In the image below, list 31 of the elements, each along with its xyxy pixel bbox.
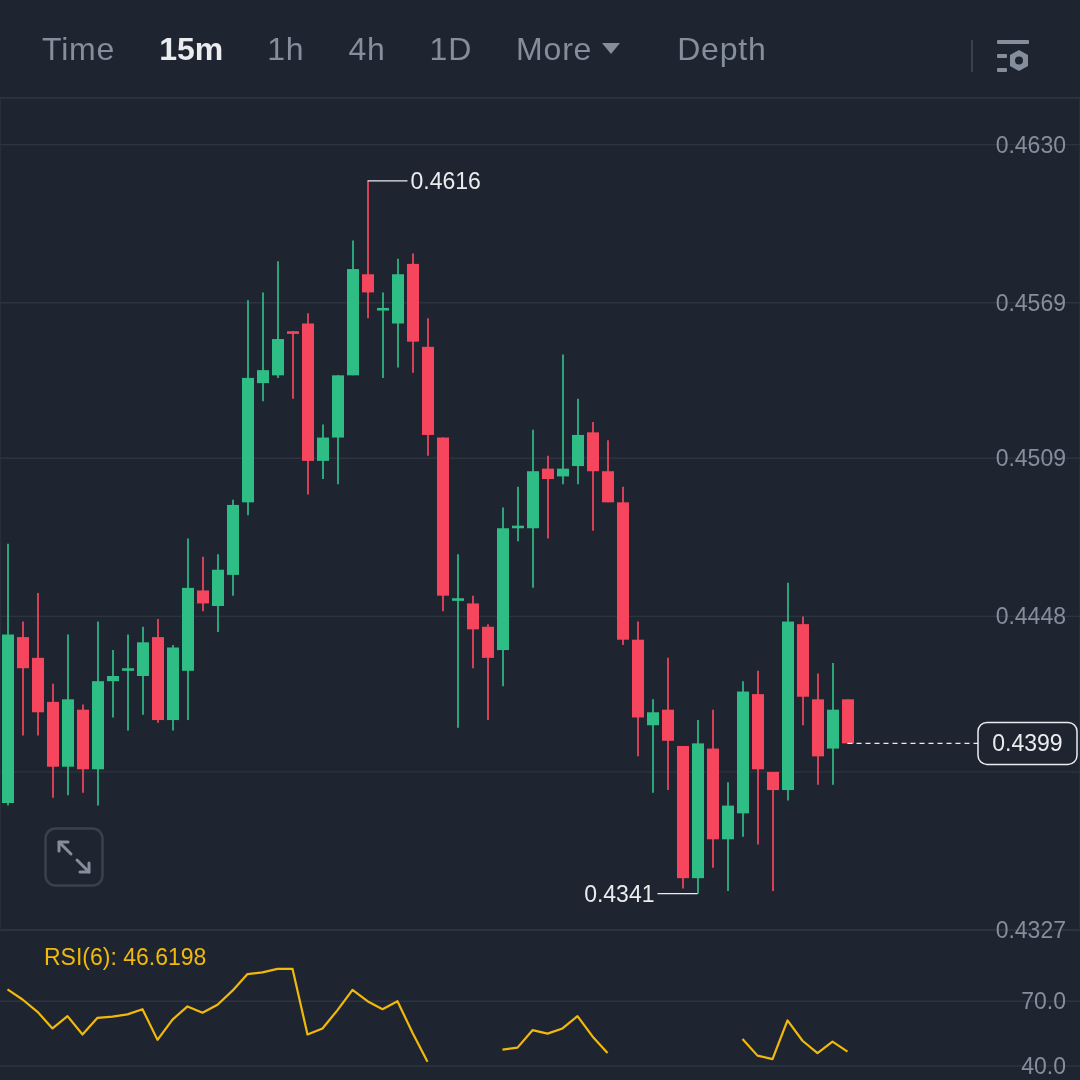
candlestick (647, 698, 659, 794)
text: 1h (267, 29, 305, 68)
annotation: 0.4616 (410, 167, 481, 194)
series-label: RSI(6): 46.6198 (44, 944, 207, 971)
y-tick-label: 0.4630 (995, 131, 1066, 158)
y-tick-label: 0.4448 (995, 603, 1066, 630)
candlestick (197, 555, 209, 613)
y-tick-label: 0.4327 (995, 917, 1066, 943)
candlestick (107, 649, 119, 719)
candlestick (287, 330, 299, 400)
y-tick-label: 0.4509 (995, 445, 1066, 472)
candlestick (122, 633, 134, 732)
ref-line-label: 0.4399 (992, 730, 1063, 757)
text: 1D (429, 29, 473, 68)
candlestick (377, 291, 389, 379)
candlestick (257, 291, 269, 403)
candlestick (452, 553, 464, 729)
text: 15m (159, 29, 224, 68)
y-tick-label: 0.4569 (995, 289, 1066, 316)
candlestick (557, 353, 569, 486)
candlestick (317, 423, 329, 480)
y-tick-label: 70.0 (1021, 988, 1066, 1015)
annotation: 0.4341 (584, 880, 655, 907)
candlestick (767, 771, 779, 892)
y-tick-label: 40.0 (1021, 1053, 1066, 1079)
text: Depth (677, 29, 767, 68)
text: 4h (348, 29, 386, 68)
text: More (516, 29, 594, 68)
candlestick (362, 180, 374, 320)
candlestick (542, 454, 554, 540)
text: Time (42, 29, 116, 68)
